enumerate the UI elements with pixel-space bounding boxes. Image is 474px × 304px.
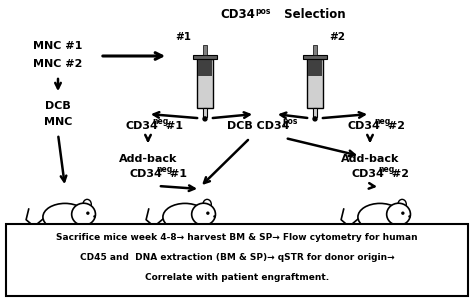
Text: Sacrifice mice week 4-8→ harvest BM & SP→ Flow cytometry for human: Sacrifice mice week 4-8→ harvest BM & SP…: [56, 233, 418, 241]
Ellipse shape: [72, 203, 95, 225]
Text: neg: neg: [378, 164, 394, 174]
Text: #1: #1: [166, 169, 187, 179]
Text: CD34: CD34: [348, 121, 381, 131]
Bar: [312, 108, 318, 116]
Text: #1: #1: [162, 121, 183, 131]
Circle shape: [206, 212, 210, 215]
Bar: [203, 45, 207, 55]
Ellipse shape: [387, 203, 410, 225]
Circle shape: [86, 212, 90, 215]
Text: CD34: CD34: [220, 9, 255, 22]
Ellipse shape: [163, 203, 207, 231]
Text: CD34: CD34: [130, 169, 163, 179]
Text: CD45 and  DNA extraction (BM & SP)→ qSTR for donor origin→: CD45 and DNA extraction (BM & SP)→ qSTR …: [80, 253, 394, 261]
Bar: [197, 59, 213, 108]
Text: neg: neg: [374, 116, 390, 126]
Circle shape: [401, 212, 404, 215]
Text: Add-back: Add-back: [341, 154, 399, 164]
Text: CD34: CD34: [352, 169, 385, 179]
Circle shape: [93, 215, 96, 218]
Bar: [313, 45, 317, 55]
Bar: [192, 55, 218, 59]
Text: MNC #1: MNC #1: [33, 41, 82, 51]
Ellipse shape: [358, 203, 402, 231]
Text: #1: #1: [175, 32, 191, 42]
Bar: [302, 55, 328, 59]
Circle shape: [313, 117, 317, 121]
Text: #2: #2: [329, 32, 345, 42]
Bar: [198, 59, 212, 76]
Ellipse shape: [83, 199, 91, 209]
Text: Correlate with patient engraftment.: Correlate with patient engraftment.: [145, 272, 329, 282]
Circle shape: [213, 215, 216, 218]
Text: #2: #2: [388, 169, 409, 179]
Circle shape: [408, 215, 411, 218]
Text: neg: neg: [156, 164, 172, 174]
Text: DCB: DCB: [45, 101, 71, 111]
Ellipse shape: [191, 203, 216, 225]
Text: Add-back: Add-back: [119, 154, 177, 164]
Text: DCB CD34: DCB CD34: [227, 121, 290, 131]
Text: MNC: MNC: [44, 117, 72, 127]
Text: pos: pos: [255, 6, 270, 16]
Text: #2: #2: [384, 121, 405, 131]
Ellipse shape: [398, 199, 406, 209]
Text: Selection: Selection: [280, 9, 346, 22]
Bar: [6, 224, 468, 296]
Text: MNC #2: MNC #2: [33, 59, 82, 69]
Bar: [307, 59, 323, 108]
Circle shape: [203, 117, 207, 121]
Ellipse shape: [203, 199, 211, 209]
Text: pos: pos: [282, 116, 297, 126]
Text: CD34: CD34: [126, 121, 159, 131]
Bar: [202, 108, 208, 116]
Bar: [308, 59, 322, 76]
Text: neg: neg: [152, 116, 168, 126]
Ellipse shape: [43, 203, 87, 231]
